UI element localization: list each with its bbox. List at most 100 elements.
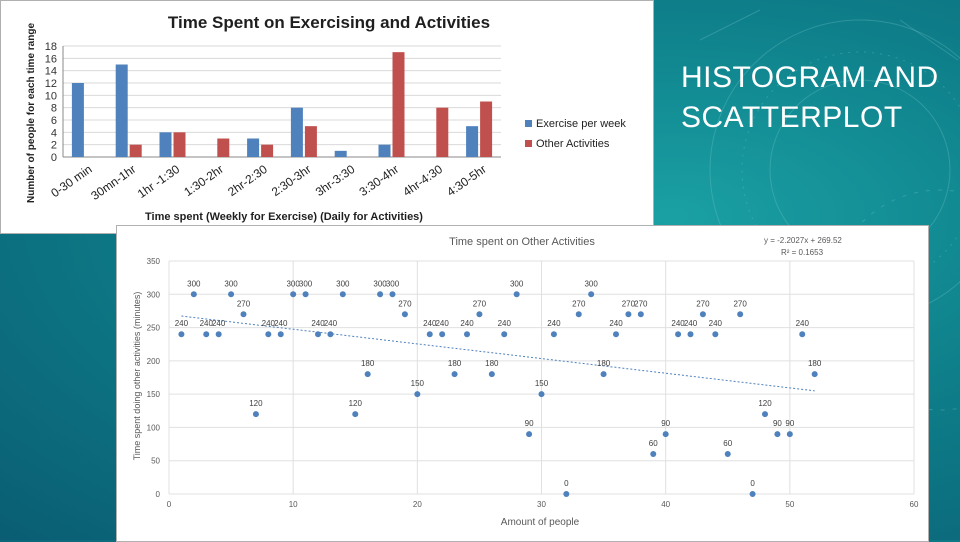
- histogram-y-tick-label: 6: [51, 115, 57, 127]
- histogram-x-tick-label: 3:30-4hr: [357, 162, 402, 199]
- histogram-bar-other: [480, 101, 493, 157]
- scatter-x-tick-label: 0: [167, 500, 172, 509]
- scatter-point-label: 300: [299, 279, 313, 288]
- histogram-bar-exercise: [334, 150, 347, 157]
- scatter-point: [637, 311, 644, 318]
- scatter-point: [364, 371, 371, 378]
- slide-title-line2: SCATTERPLOT: [681, 101, 903, 134]
- scatter-point-label: 240: [460, 319, 474, 328]
- scatter-chart: Time spent on Other Activities0501001502…: [132, 236, 919, 528]
- histogram-title: Time Spent on Exercising and Activities: [168, 13, 490, 32]
- scatter-y-tick-label: 300: [147, 290, 161, 299]
- scatter-y-axis-label: Time spent doing other activities (minut…: [132, 292, 142, 461]
- histogram-bar-other: [304, 126, 317, 157]
- scatter-point: [464, 331, 470, 338]
- scatter-point-label: 270: [634, 299, 648, 308]
- histogram-bar-other: [261, 144, 274, 157]
- histogram-x-tick-label: 1hr -1:30: [135, 162, 183, 201]
- scatter-x-tick-label: 60: [910, 500, 919, 509]
- scatter-point-label: 240: [175, 319, 189, 328]
- histogram-y-axis-label: Number of people for each time range: [26, 23, 37, 203]
- scatter-point: [215, 331, 222, 338]
- scatter-point: [575, 311, 582, 318]
- scatter-point-label: 150: [535, 379, 549, 388]
- scatter-point-label: 240: [547, 319, 561, 328]
- scatter-point: [476, 311, 483, 318]
- scatter-point-label: 120: [758, 399, 772, 408]
- histogram-x-axis-label: Time spent (Weekly for Exercise) (Daily …: [145, 211, 423, 223]
- scatter-x-tick-label: 30: [537, 500, 546, 509]
- scatter-point: [687, 331, 694, 338]
- histogram-y-tick-label: 2: [51, 140, 57, 152]
- scatter-x-tick-label: 20: [413, 500, 422, 509]
- scatter-point: [451, 371, 458, 378]
- scatter-point: [327, 331, 334, 338]
- scatter-point: [178, 331, 185, 338]
- scatter-point: [203, 331, 210, 338]
- histogram-y-tick-label: 14: [45, 66, 57, 78]
- scatter-point-label: 240: [274, 319, 288, 328]
- scatter-point-label: 180: [361, 359, 375, 368]
- scatter-point-label: 270: [237, 299, 251, 308]
- scatter-y-tick-label: 150: [147, 390, 161, 399]
- histogram-bar-exercise: [71, 83, 84, 157]
- histogram-x-tick-label: 3hr-3:30: [313, 162, 358, 199]
- scatter-point: [302, 291, 309, 298]
- histogram-bar-other: [436, 107, 449, 157]
- scatter-point-label: 300: [286, 279, 300, 288]
- scatter-point: [799, 331, 806, 338]
- scatter-point: [786, 431, 793, 438]
- histogram-y-tick-label: 18: [45, 41, 57, 53]
- scatter-point-label: 270: [622, 299, 636, 308]
- histogram-legend-swatch: [525, 120, 532, 127]
- scatter-point-label: 90: [785, 419, 794, 428]
- histogram-bar-other: [129, 144, 142, 157]
- histogram-x-tick-label: 1:30-2hr: [181, 162, 226, 199]
- scatter-point-label: 240: [423, 319, 437, 328]
- scatter-x-tick-label: 10: [289, 500, 298, 509]
- scatter-trend-equation: y = -2.2027x + 269.52: [764, 236, 842, 245]
- histogram-y-tick-label: 10: [45, 90, 57, 102]
- scatter-point-label: 300: [386, 279, 400, 288]
- scatter-point: [377, 291, 384, 298]
- scatter-point: [526, 431, 533, 438]
- scatter-point: [401, 311, 408, 318]
- scatter-point-label: 240: [200, 319, 214, 328]
- histogram-bar-exercise: [115, 64, 128, 157]
- scatter-point-label: 300: [584, 279, 598, 288]
- scatter-y-tick-label: 100: [147, 423, 161, 432]
- scatter-point-label: 240: [796, 319, 810, 328]
- scatter-point-label: 60: [649, 439, 658, 448]
- scatter-point-label: 270: [473, 299, 487, 308]
- scatter-point: [563, 491, 570, 497]
- histogram-legend-swatch: [525, 140, 532, 147]
- scatter-point-label: 300: [224, 279, 238, 288]
- scatter-point: [501, 331, 508, 338]
- scatter-point: [277, 331, 284, 338]
- scatter-point: [625, 311, 632, 318]
- scatter-point: [389, 291, 396, 298]
- scatter-point: [290, 291, 297, 298]
- histogram-legend-label: Exercise per week: [536, 118, 626, 130]
- scatter-point-label: 90: [525, 419, 534, 428]
- histogram-y-tick-label: 4: [51, 127, 57, 139]
- histogram-x-tick-label: 2:30-3hr: [269, 162, 314, 199]
- scatter-point: [252, 411, 259, 418]
- scatter-point: [712, 331, 719, 338]
- histogram-y-tick-label: 16: [45, 53, 57, 65]
- scatter-point-label: 270: [398, 299, 412, 308]
- histogram-bar-exercise: [290, 107, 303, 157]
- scatter-point: [724, 451, 731, 458]
- scatter-point: [762, 411, 768, 418]
- histogram-y-tick-label: 8: [51, 103, 57, 115]
- histogram-y-tick-label: 12: [45, 78, 57, 90]
- scatter-y-tick-label: 0: [156, 490, 161, 499]
- scatter-point-label: 300: [373, 279, 387, 288]
- histogram-bar-other: [392, 52, 405, 157]
- scatter-point-label: 240: [324, 319, 338, 328]
- scatter-point-label: 180: [448, 359, 462, 368]
- scatter-point-label: 240: [671, 319, 685, 328]
- histogram-x-tick-label: 4:30-5hr: [444, 162, 489, 199]
- histogram-bar-other: [173, 132, 186, 157]
- scatter-point: [774, 431, 781, 438]
